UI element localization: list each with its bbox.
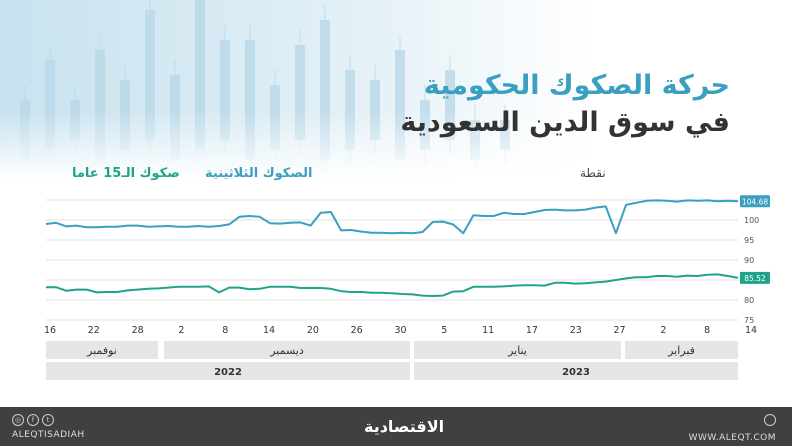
footer-bar: ◎ f t ALEQTISADIAH الاقتصادية WWW.ALEQT.CO… [0, 407, 792, 446]
facebook-icon[interactable]: f [27, 414, 39, 426]
background-candlestick-art [0, 0, 792, 180]
x-tick-label: 8 [704, 325, 710, 336]
x-tick-label: 23 [570, 325, 582, 336]
legend-series-15y: صكوك الـ15 عاما [72, 166, 180, 181]
end-value-label: 104.68 [742, 197, 768, 206]
x-tick-label: 2 [660, 325, 666, 336]
year-label: 2023 [562, 367, 590, 378]
x-tick-label: 14 [263, 325, 275, 336]
month-band [164, 341, 410, 359]
end-value-badge [740, 271, 770, 284]
x-tick-label: 28 [132, 325, 144, 336]
month-label: فبراير [667, 344, 695, 357]
month-band [625, 341, 738, 359]
y-tick-label: 95 [744, 236, 754, 245]
chart-title-line2: في سوق الدين السعودية [400, 107, 730, 138]
month-label: يناير [507, 344, 527, 357]
legend-series-3y: الصكوك الثلاثينية [205, 166, 313, 181]
year-band [46, 362, 410, 380]
month-label: ديسمبر [269, 344, 304, 357]
year-band [414, 362, 738, 380]
instagram-icon[interactable]: ◎ [12, 414, 24, 426]
month-label: نوفمبر [86, 344, 117, 357]
y-tick-label: 75 [744, 316, 754, 325]
y-tick-label: 100 [744, 216, 759, 225]
x-tick-label: 2 [178, 325, 184, 336]
x-tick-label: 22 [88, 325, 100, 336]
y-unit-label: نقطة [580, 166, 606, 180]
brand-logo: الاقتصادية [364, 417, 445, 436]
x-tick-label: 8 [222, 325, 228, 336]
social-icons: ◎ f t [12, 414, 57, 426]
series-line-3y [45, 199, 739, 235]
x-tick-label: 11 [482, 325, 494, 336]
x-tick-label: 5 [441, 325, 447, 336]
x-tick-label: 14 [745, 325, 757, 336]
y-tick-label: 80 [744, 296, 754, 305]
month-band [46, 341, 158, 359]
x-tick-label: 16 [44, 325, 56, 336]
globe-icon [764, 414, 776, 426]
x-tick-label: 26 [351, 325, 363, 336]
x-tick-label: 20 [307, 325, 319, 336]
x-tick-label: 30 [394, 325, 406, 336]
twitter-icon[interactable]: t [42, 414, 54, 426]
series-line-15y [46, 273, 739, 297]
x-tick-label: 27 [614, 325, 626, 336]
x-tick-label: 17 [526, 325, 538, 336]
end-value-label: 85.52 [744, 274, 766, 283]
website-url[interactable]: WWW.ALEQT.COM [688, 433, 776, 443]
y-tick-label: 90 [744, 256, 754, 265]
end-value-badge [740, 195, 770, 208]
chart-title-line1: حركة الصكوك الحكومية [423, 70, 730, 101]
year-label: 2022 [214, 367, 242, 378]
month-band [414, 341, 621, 359]
social-handle: ALEQTISADIAH [12, 430, 85, 440]
